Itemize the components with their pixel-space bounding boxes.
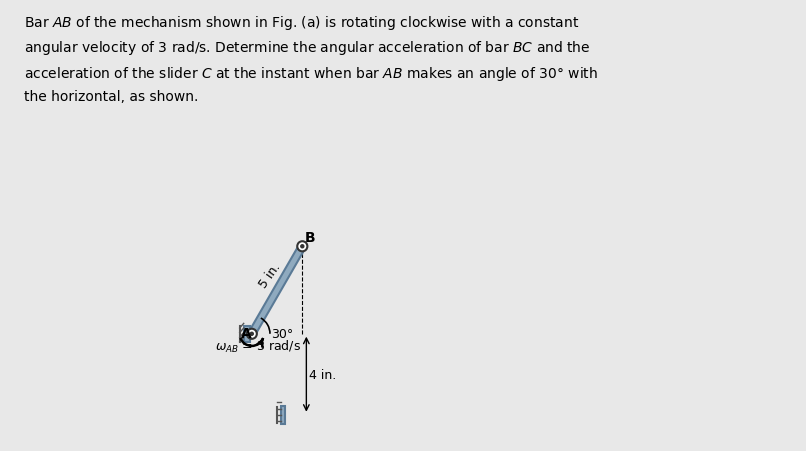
Text: $\omega_{AB}$ = 3 rad/s: $\omega_{AB}$ = 3 rad/s	[215, 338, 301, 354]
Bar	[243, 326, 250, 342]
Text: B: B	[305, 231, 315, 245]
Circle shape	[297, 242, 307, 252]
Text: A: A	[241, 326, 251, 340]
Bar	[281, 405, 285, 424]
Circle shape	[247, 329, 257, 339]
Circle shape	[301, 245, 304, 248]
Polygon shape	[249, 245, 305, 336]
Text: 5 in.: 5 in.	[257, 260, 283, 290]
Text: 4 in.: 4 in.	[310, 368, 337, 381]
Text: 30°: 30°	[271, 327, 293, 340]
Text: Bar $AB$ of the mechanism shown in Fig. (a) is rotating clockwise with a constan: Bar $AB$ of the mechanism shown in Fig. …	[24, 14, 598, 104]
Circle shape	[251, 332, 253, 336]
